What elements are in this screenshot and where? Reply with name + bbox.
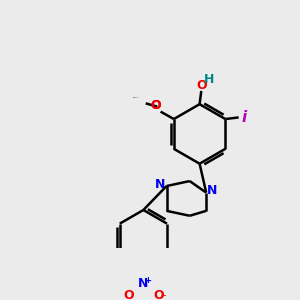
Text: ⁻: ⁻ — [160, 293, 166, 300]
Text: O: O — [150, 99, 161, 112]
Text: N: N — [207, 184, 217, 197]
Text: O: O — [150, 99, 161, 112]
Text: O: O — [123, 289, 134, 300]
Text: methoxy: methoxy — [133, 97, 139, 98]
Text: H: H — [204, 73, 215, 86]
Text: +: + — [144, 276, 151, 285]
Text: O: O — [153, 289, 164, 300]
Text: N: N — [138, 277, 148, 290]
Text: N: N — [155, 178, 165, 191]
Text: O: O — [196, 79, 207, 92]
Text: i: i — [242, 110, 247, 125]
